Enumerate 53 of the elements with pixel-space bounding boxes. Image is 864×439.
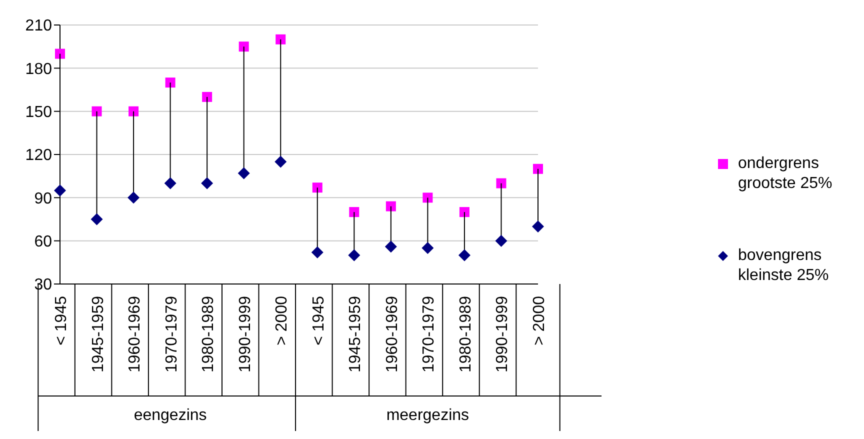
point [386,201,396,212]
x-tick-label: 1960-1969 [384,296,401,373]
point [459,207,470,218]
point [202,92,212,102]
point [422,192,433,203]
point [533,164,543,174]
point [90,213,103,226]
x-tick-label: < 1945 [53,296,70,346]
point [165,78,176,88]
y-tick-label: 60 [34,234,52,251]
x-tick-label: 1945-1959 [90,296,107,373]
point [311,246,324,258]
point [128,192,140,204]
point [495,234,508,247]
y-tick-label: 30 [34,276,52,294]
x-tick-label: 1970-1979 [163,296,180,373]
point [349,207,360,218]
x-tick-label: 1960-1969 [126,296,144,373]
point [128,106,139,116]
x-tick-label: > 2000 [274,296,291,346]
point [458,249,470,262]
legend-label: ondergrens grootste 25% [738,154,834,194]
point [201,177,214,190]
x-tick-label: 1990-1999 [236,296,254,373]
point [348,249,360,262]
point [164,177,176,190]
x-tick-label: 1970-1979 [420,296,438,373]
x-tick-label: 1980-1989 [200,296,218,373]
point [55,48,65,59]
y-tick-label: 90 [34,190,52,208]
point [422,242,434,254]
point [238,167,250,180]
x-tick-label: 1945-1959 [347,296,364,373]
point [238,42,249,52]
point [54,184,66,196]
y-tick-label: 150 [25,104,52,122]
legend-label: bovengrens kleinste 25% [738,246,830,286]
y-tick-label: 180 [25,60,52,78]
point [274,156,287,168]
text: eengezins [134,407,207,424]
x-tick-label: < 1945 [310,296,328,346]
y-tick-label: 120 [25,147,52,164]
text: meergezins [386,407,470,424]
point [276,34,286,44]
point [496,178,506,188]
x-tick-label: 1980-1989 [457,296,474,373]
point [532,220,544,232]
point [384,240,397,253]
y-tick-label: 210 [25,18,52,35]
point [312,182,322,193]
x-tick-label: > 2000 [531,296,548,346]
x-tick-label: 1990-1999 [494,296,512,373]
point [92,106,102,116]
